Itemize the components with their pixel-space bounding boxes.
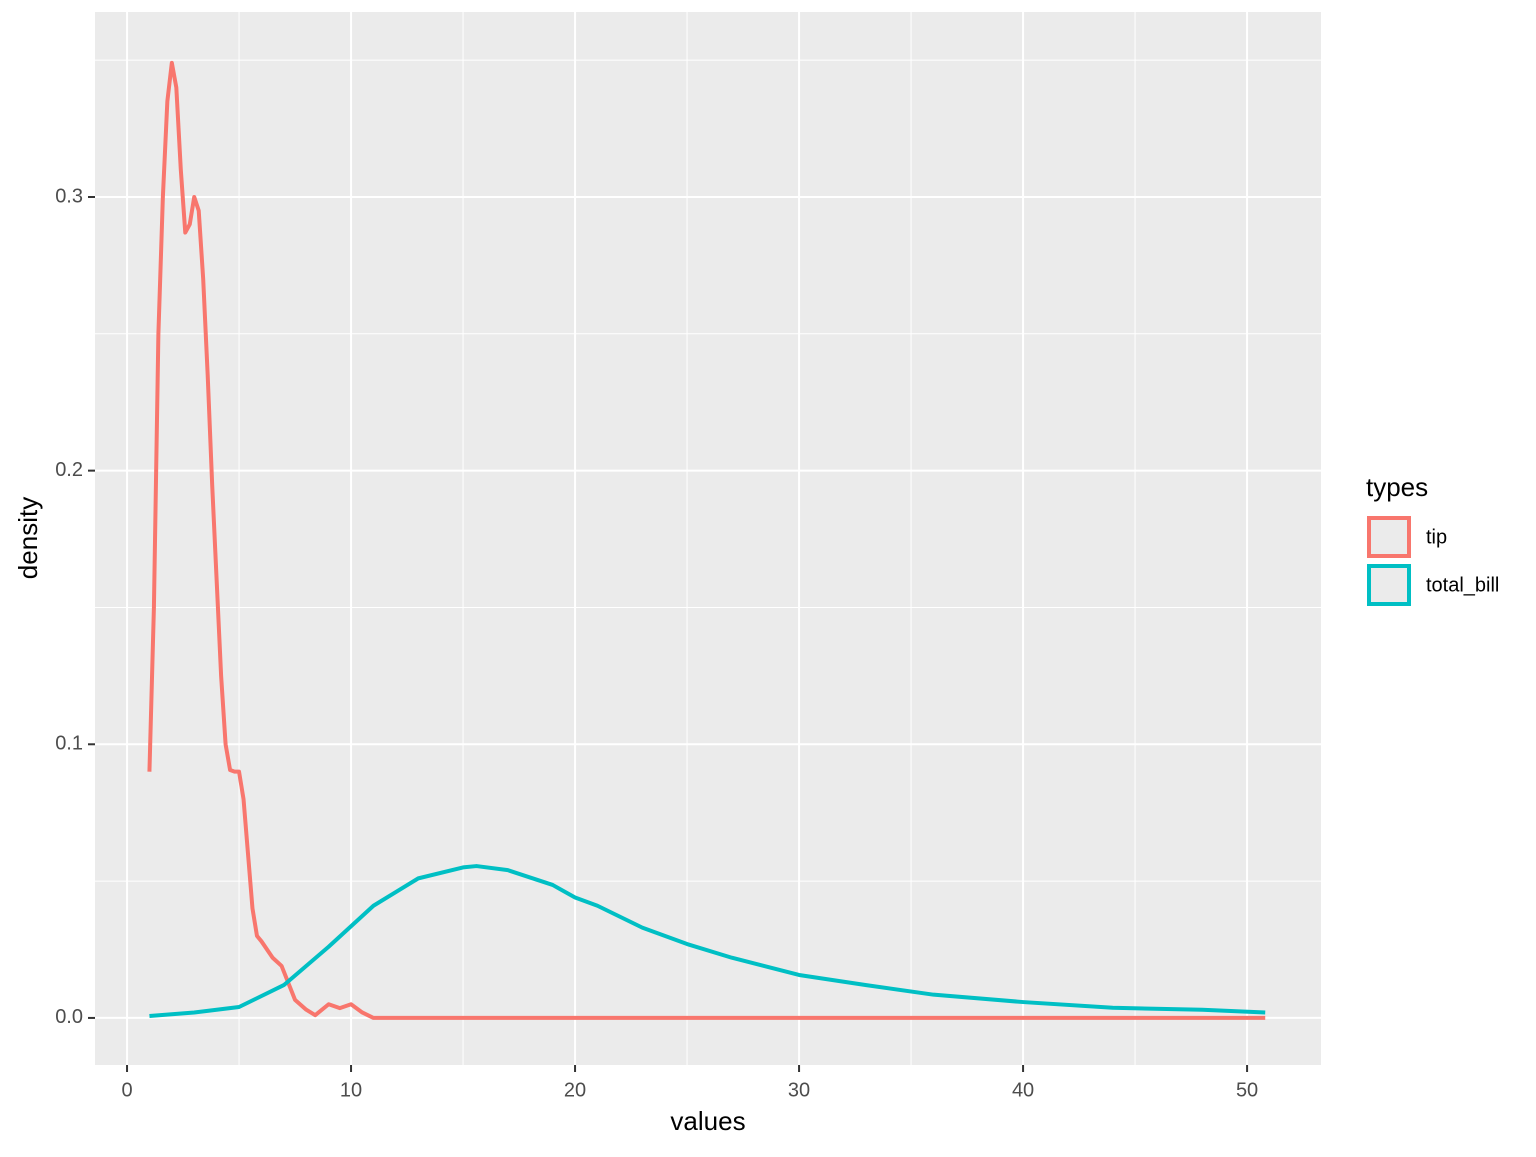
x-tick-label: 50: [1236, 1079, 1258, 1101]
panel: [95, 12, 1321, 1065]
x-tick-label: 20: [564, 1079, 586, 1101]
y-tick-label: 0.0: [55, 1006, 83, 1028]
density-line: [149, 864, 1266, 1019]
y-tick-label: 0.1: [55, 733, 83, 755]
density-line: [147, 60, 1266, 1020]
x-tick-label: 30: [788, 1079, 810, 1101]
legend-key: [1367, 516, 1411, 558]
legend-label: tip: [1426, 526, 1447, 548]
y-tick-label: 0.3: [55, 185, 83, 207]
legend-key: [1367, 564, 1411, 606]
x-axis-title: values: [670, 1106, 745, 1136]
x-tick-label: 40: [1012, 1079, 1034, 1101]
y-tick-label: 0.2: [55, 459, 83, 481]
x-tick-label: 0: [121, 1079, 132, 1101]
y-axis-title: density: [13, 497, 43, 579]
x-tick-label: 10: [340, 1079, 362, 1101]
legend-title: types: [1366, 472, 1428, 502]
legend-label: total_bill: [1426, 574, 1499, 596]
